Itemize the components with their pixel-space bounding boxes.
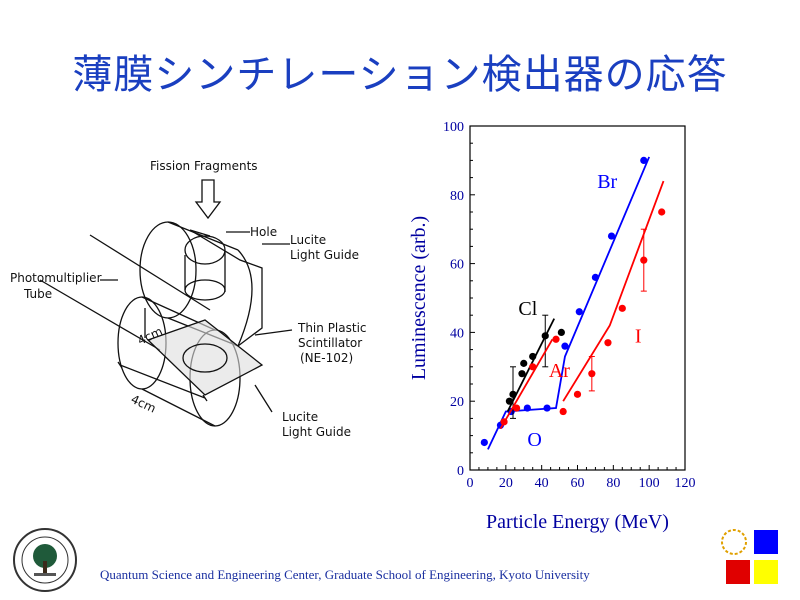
label-light-guide-top: Light Guide [290, 248, 359, 262]
series-label-cl: Cl [518, 298, 537, 320]
detector-diagram: Fission Fragments Hole Lucite Light Guid… [10, 159, 367, 439]
label-light-guide-bottom: Light Guide [282, 425, 351, 439]
label-lucite-bottom: Lucite [282, 410, 318, 424]
x-tick-label: 20 [499, 476, 513, 491]
upper-cylinder-end [139, 221, 197, 319]
x-tick-label: 80 [606, 476, 620, 491]
series-label-br: Br [597, 171, 617, 193]
y-tick-label: 0 [457, 464, 464, 479]
y-tick-label: 60 [450, 258, 464, 273]
series-label-ar: Ar [549, 360, 570, 382]
x-tick-label: 0 [467, 476, 474, 491]
data-point-cl [529, 352, 537, 361]
series-line-ar [499, 338, 554, 430]
data-point-cl [541, 332, 549, 340]
series-label-o: O [527, 429, 541, 451]
center-logo [721, 529, 778, 584]
lucite-block [189, 229, 263, 347]
data-point-cl [505, 397, 514, 405]
y-tick-label: 40 [450, 326, 464, 341]
y-tick-label: 20 [450, 395, 464, 410]
label-fission-fragments: Fission Fragments [150, 159, 258, 173]
data-point-i [559, 407, 567, 416]
y-tick-label: 100 [443, 120, 464, 135]
data-point-i [640, 256, 648, 264]
hole [184, 235, 226, 265]
label-scintillator: Scintillator [298, 336, 362, 350]
x-tick-label: 60 [571, 476, 585, 491]
x-axis-label: Particle Energy (MeV) [486, 511, 669, 533]
data-point-br [607, 232, 616, 240]
data-point-br [480, 438, 488, 447]
series-line-i [562, 180, 665, 402]
series-label-i: I [635, 326, 642, 348]
data-point-i [604, 339, 612, 347]
label-lucite-top: Lucite [290, 233, 326, 247]
data-point-ar [529, 363, 537, 371]
footer-institution: Quantum Science and Engineering Center, … [100, 567, 590, 582]
y-axis-label: Luminescence (arb.) [408, 216, 430, 380]
slide-title: 薄膜シンチレーション検出器の応答 [72, 52, 728, 98]
label-hole: Hole [250, 225, 277, 239]
label-thin-plastic: Thin Plastic [297, 321, 367, 335]
data-point-ar [512, 404, 521, 412]
data-point-br [640, 156, 648, 164]
data-point-i [658, 208, 666, 216]
data-point-br [523, 404, 531, 412]
data-point-i [588, 370, 596, 378]
series-line-br [487, 156, 650, 450]
data-point-i [618, 304, 626, 312]
data-point-cl [509, 390, 517, 398]
data-point-ar [552, 335, 560, 343]
data-point-br [575, 308, 583, 316]
luminescence-chart: 0 20 40 60 80 100 120 0 20 40 60 80 100 Particle Ener… [408, 120, 696, 533]
label-ne102: (NE-102) [300, 351, 353, 365]
x-tick-label: 40 [535, 476, 549, 491]
label-tube: Tube [23, 287, 52, 301]
data-point-br [543, 404, 551, 412]
university-seal-logo [13, 528, 77, 592]
data-point-cl [518, 370, 526, 378]
data-point-cl [557, 328, 565, 336]
x-tick-label: 120 [675, 476, 696, 491]
fission-arrow [194, 179, 222, 220]
x-tick-label: 100 [639, 476, 660, 491]
data-point-br [591, 273, 600, 281]
data-point-cl [520, 359, 528, 367]
data-point-i [573, 390, 582, 398]
scintillator-plate [146, 319, 264, 396]
label-photomultiplier: Photomultiplier [10, 271, 102, 285]
data-point-br [561, 342, 569, 350]
data-point-ar [500, 418, 508, 426]
y-tick-label: 80 [450, 189, 464, 204]
